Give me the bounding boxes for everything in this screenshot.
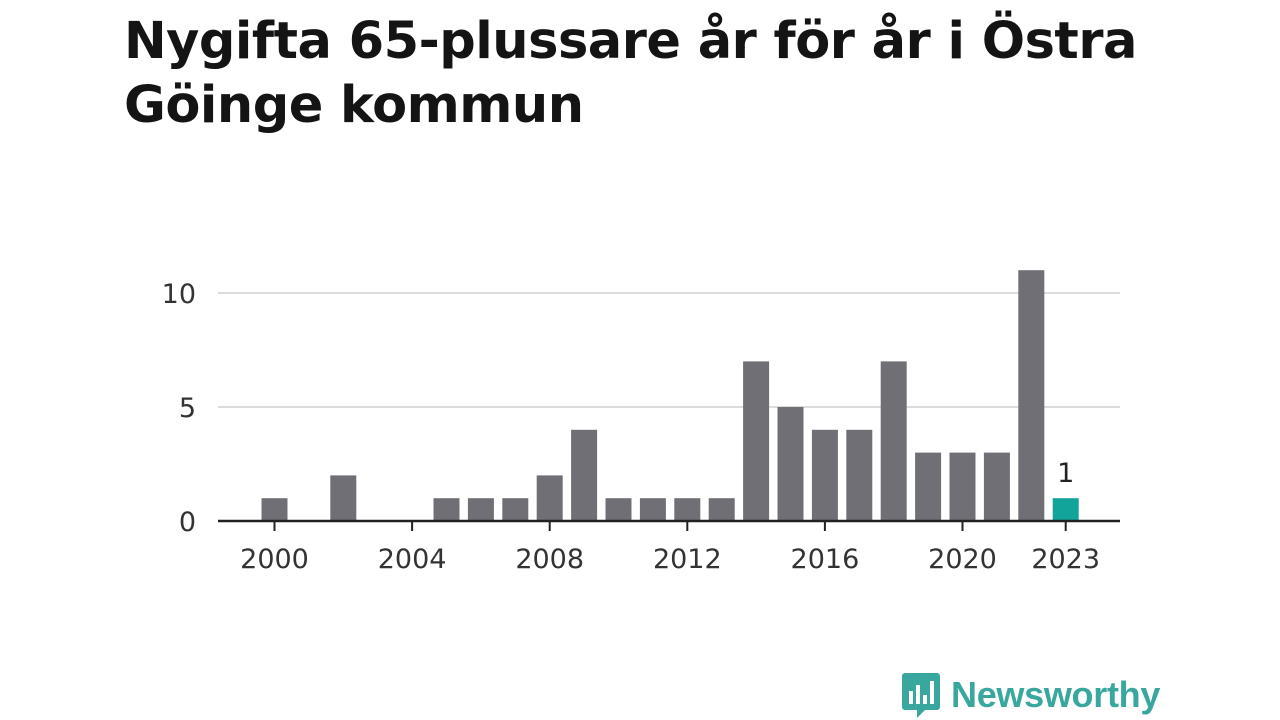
bar: [949, 452, 976, 521]
y-axis-tick-labels: 0 5 10: [162, 279, 196, 538]
bar: [261, 498, 288, 521]
bar: [915, 452, 942, 521]
bar: [536, 475, 563, 521]
x-tick-label: 2023: [1031, 544, 1100, 575]
y-tick-label: 5: [179, 393, 196, 424]
bar: [811, 429, 838, 521]
bar: [880, 361, 907, 521]
x-tick-label: 2012: [653, 544, 722, 575]
bar: [777, 407, 804, 521]
x-tick-label: 2016: [791, 544, 860, 575]
bar: [1018, 270, 1045, 521]
bar: [743, 361, 770, 521]
bar: [674, 498, 701, 521]
gridlines: [218, 292, 1120, 408]
bar: [433, 498, 460, 521]
y-tick-label: 0: [179, 507, 196, 538]
bar-chart-speech-bubble-icon: [902, 673, 940, 718]
bars: [261, 270, 1079, 521]
chart-title: Nygifta 65-plussare år för år i Östra Gö…: [124, 12, 1137, 135]
x-tick-label: 2000: [240, 544, 309, 575]
bar: [330, 475, 357, 521]
bar: [605, 498, 632, 521]
bar: [639, 498, 666, 521]
highlight-bar: [1052, 498, 1079, 521]
bar: [502, 498, 529, 521]
x-tick-label: 2020: [928, 544, 997, 575]
x-axis-ticks: 2000 2004 2008 2012 2016 2020 2023: [240, 521, 1100, 575]
bar: [846, 429, 873, 521]
x-tick-label: 2004: [378, 544, 447, 575]
x-tick-label: 2008: [515, 544, 584, 575]
newsworthy-logo: Newsworthy: [901, 670, 1160, 720]
brand-name: Newsworthy: [951, 674, 1161, 715]
y-tick-label: 10: [162, 279, 196, 310]
highlight-data-label: 1: [1057, 458, 1074, 489]
bar: [467, 498, 494, 521]
bar: [571, 429, 598, 521]
bar: [708, 498, 735, 521]
bar: [983, 452, 1010, 521]
